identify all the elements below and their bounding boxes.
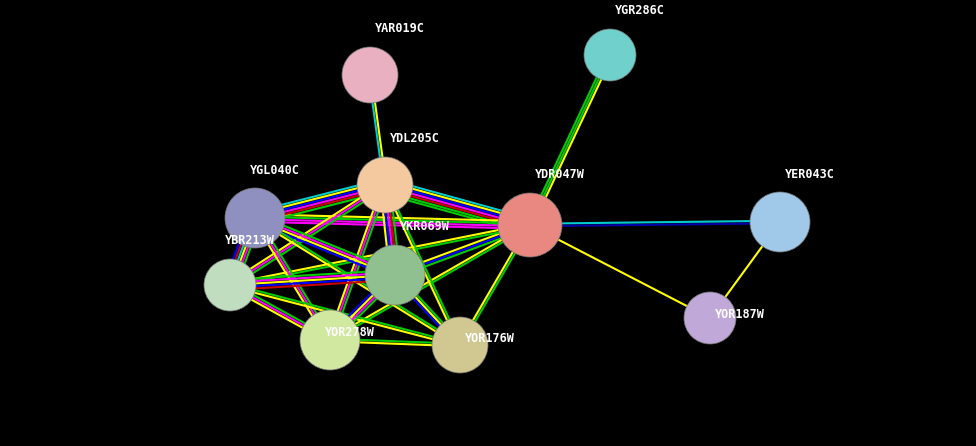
Text: YDL205C: YDL205C	[390, 132, 440, 145]
Ellipse shape	[584, 29, 636, 81]
Ellipse shape	[342, 47, 398, 103]
Ellipse shape	[432, 317, 488, 373]
Ellipse shape	[357, 157, 413, 213]
Text: YAR019C: YAR019C	[375, 22, 425, 36]
Ellipse shape	[204, 259, 256, 311]
Text: YBR213W: YBR213W	[225, 235, 275, 248]
Text: YGR286C: YGR286C	[615, 4, 665, 17]
Text: YGL040C: YGL040C	[250, 164, 300, 177]
Text: YKR069W: YKR069W	[400, 220, 450, 234]
Text: YOR176W: YOR176W	[465, 333, 515, 346]
Text: YER043C: YER043C	[785, 168, 834, 181]
Ellipse shape	[750, 192, 810, 252]
Ellipse shape	[684, 292, 736, 344]
Text: YDR047W: YDR047W	[535, 169, 585, 182]
Ellipse shape	[300, 310, 360, 370]
Text: YOR187W: YOR187W	[715, 307, 765, 321]
Text: YOR278W: YOR278W	[325, 326, 375, 339]
Ellipse shape	[225, 188, 285, 248]
Ellipse shape	[365, 245, 425, 305]
Ellipse shape	[498, 193, 562, 257]
